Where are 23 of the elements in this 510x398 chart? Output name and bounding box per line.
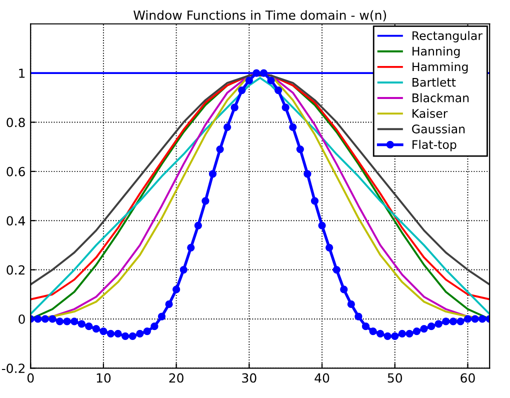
legend-label: Gaussian [412, 124, 465, 134]
y-tick-label: 0.4 [6, 216, 26, 226]
y-tick-label: 0.8 [6, 118, 25, 128]
legend-label: Kaiser [412, 108, 448, 118]
x-tick-label: 30 [242, 373, 256, 383]
x-tick-label: 0 [27, 373, 34, 383]
x-tick-label: 40 [314, 373, 330, 383]
y-tick-label: 0.2 [6, 265, 24, 275]
legend-label: Blackman [412, 93, 469, 102]
legend-label: Hamming [412, 62, 468, 74]
y-tick-label: -0.2 [2, 364, 24, 374]
y-tick-label: 0.6 [6, 166, 25, 176]
y-tick-label: 0 [18, 314, 25, 324]
legend-label: Flat-top [412, 140, 456, 152]
legend-label: Rectangular [412, 30, 483, 42]
x-tick-label: 50 [388, 373, 402, 383]
legend-label: Hanning [412, 46, 460, 58]
x-tick-label: 20 [169, 373, 184, 383]
x-tick-label: 10 [96, 373, 111, 383]
chart-title: Window Functions in Time domain - w(n) [134, 10, 386, 22]
y-tick-label: 1 [19, 68, 25, 78]
legend-label: Bartlett [412, 78, 456, 87]
x-tick-label: 60 [460, 373, 475, 383]
